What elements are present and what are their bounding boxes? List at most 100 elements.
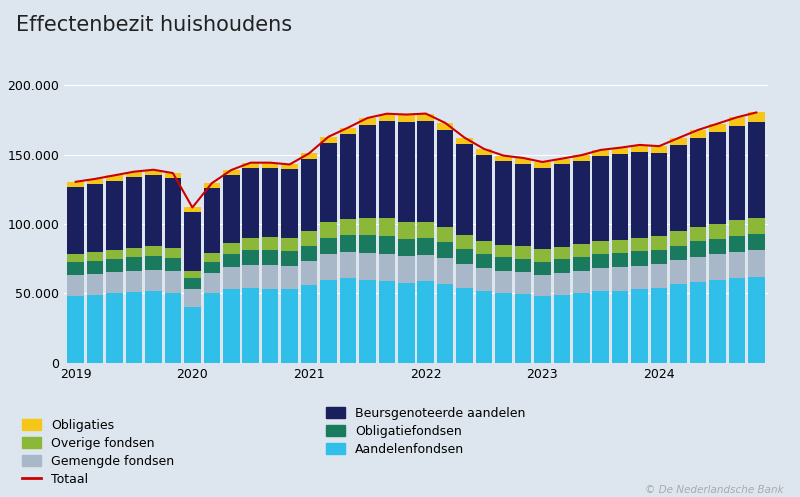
Bar xyxy=(145,291,162,363)
Bar xyxy=(476,291,492,363)
Bar xyxy=(359,218,376,235)
Bar xyxy=(165,271,181,293)
Bar xyxy=(709,239,726,254)
Bar xyxy=(612,148,629,154)
Bar xyxy=(106,272,123,293)
Bar xyxy=(301,231,318,246)
Bar xyxy=(223,254,239,267)
Bar xyxy=(495,257,512,271)
Bar xyxy=(359,125,376,218)
Bar xyxy=(651,236,667,250)
Bar xyxy=(126,270,142,292)
Bar xyxy=(359,280,376,363)
Bar xyxy=(165,293,181,363)
Bar xyxy=(514,246,531,258)
Bar xyxy=(437,242,454,258)
Bar xyxy=(554,165,570,247)
Bar xyxy=(145,247,162,256)
Bar xyxy=(709,132,726,224)
Bar xyxy=(378,253,395,281)
Bar xyxy=(126,171,142,177)
Bar xyxy=(593,156,609,241)
Bar xyxy=(87,179,103,184)
Bar xyxy=(378,121,395,218)
Bar xyxy=(514,158,531,164)
Bar xyxy=(437,284,454,363)
Bar xyxy=(398,222,414,239)
Bar xyxy=(593,291,609,363)
Bar xyxy=(573,155,590,161)
Bar xyxy=(223,267,239,289)
Bar xyxy=(242,250,259,264)
Bar xyxy=(262,167,278,237)
Text: Effectenbezit huishoudens: Effectenbezit huishoudens xyxy=(16,15,292,35)
Bar xyxy=(690,130,706,138)
Bar xyxy=(631,145,648,152)
Bar xyxy=(456,235,473,248)
Bar xyxy=(282,238,298,251)
Bar xyxy=(437,227,454,242)
Bar xyxy=(554,247,570,259)
Bar xyxy=(262,237,278,250)
Bar xyxy=(690,242,706,257)
Bar xyxy=(437,258,454,284)
Bar xyxy=(106,181,123,250)
Bar xyxy=(670,284,687,363)
Bar xyxy=(203,261,220,273)
Bar xyxy=(418,238,434,254)
Bar xyxy=(476,155,492,241)
Bar xyxy=(184,270,201,278)
Bar xyxy=(223,289,239,363)
Bar xyxy=(203,188,220,252)
Legend: Beursgenoteerde aandelen, Obligatiefondsen, Aandelenfondsen: Beursgenoteerde aandelen, Obligatiefonds… xyxy=(326,407,526,456)
Bar xyxy=(514,164,531,246)
Bar xyxy=(709,124,726,132)
Bar xyxy=(106,293,123,363)
Bar xyxy=(398,114,414,122)
Bar xyxy=(126,177,142,248)
Bar xyxy=(514,258,531,272)
Bar xyxy=(729,252,745,277)
Bar xyxy=(612,154,629,240)
Bar xyxy=(709,280,726,363)
Bar xyxy=(670,260,687,284)
Bar xyxy=(495,271,512,293)
Bar xyxy=(262,265,278,289)
Bar xyxy=(398,122,414,222)
Bar xyxy=(554,295,570,363)
Bar xyxy=(554,159,570,165)
Bar xyxy=(651,264,667,288)
Bar xyxy=(165,178,181,248)
Bar xyxy=(301,246,318,261)
Bar xyxy=(340,134,356,219)
Bar xyxy=(456,138,473,144)
Bar xyxy=(534,162,550,167)
Bar xyxy=(631,251,648,266)
Bar xyxy=(418,281,434,363)
Bar xyxy=(748,250,765,277)
Bar xyxy=(651,250,667,264)
Text: © De Nederlandsche Bank: © De Nederlandsche Bank xyxy=(646,485,784,495)
Bar xyxy=(282,266,298,289)
Bar xyxy=(320,280,337,363)
Bar xyxy=(593,150,609,156)
Bar xyxy=(359,118,376,125)
Bar xyxy=(87,252,103,261)
Bar xyxy=(262,289,278,363)
Bar xyxy=(573,244,590,257)
Bar xyxy=(554,273,570,295)
Bar xyxy=(301,261,318,285)
Bar xyxy=(456,248,473,263)
Bar xyxy=(456,263,473,288)
Bar xyxy=(593,254,609,268)
Bar xyxy=(670,246,687,260)
Bar xyxy=(282,165,298,169)
Bar xyxy=(301,154,318,159)
Bar xyxy=(340,128,356,134)
Bar xyxy=(203,183,220,188)
Bar xyxy=(184,278,201,289)
Bar xyxy=(612,291,629,363)
Bar xyxy=(67,275,84,296)
Bar xyxy=(748,122,765,218)
Bar xyxy=(651,146,667,153)
